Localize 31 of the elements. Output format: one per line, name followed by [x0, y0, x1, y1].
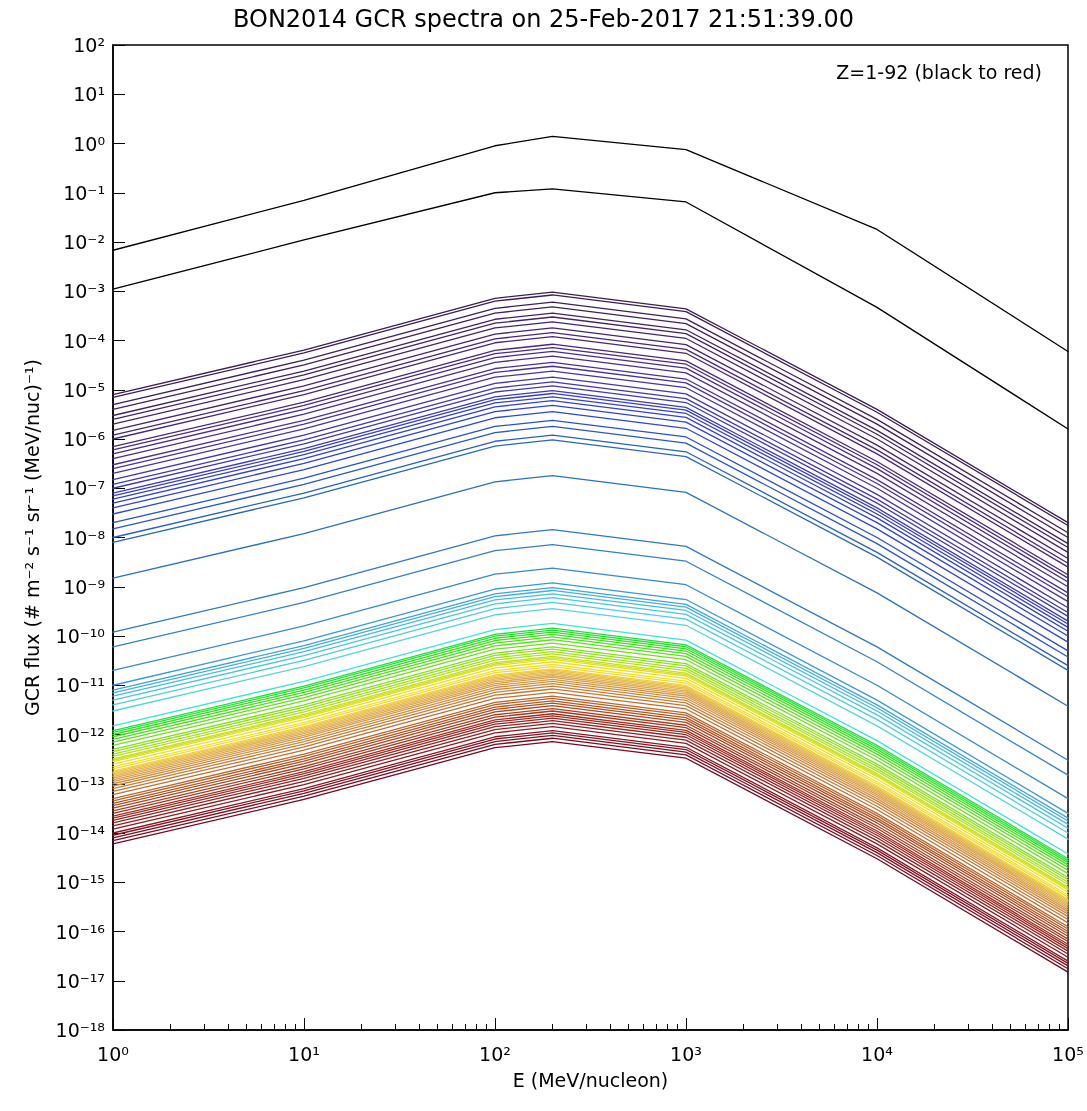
y-tick-label: 10⁻⁹ — [63, 575, 105, 598]
y-tick-label: 10⁻⁷ — [63, 477, 105, 500]
y-tick-label: 10⁻¹² — [55, 723, 105, 746]
y-tick-label: 10⁻¹⁰ — [55, 625, 105, 647]
y-tick-label: 10⁻¹⁴ — [55, 822, 106, 844]
x-tick-label: 10⁴ — [861, 1042, 894, 1065]
y-tick-label: 10⁻¹¹ — [55, 674, 105, 697]
y-tick-label: 10⁻¹⁵ — [55, 871, 105, 894]
y-tick-label: 10⁻¹³ — [55, 772, 105, 795]
y-tick-label: 10⁻¹⁷ — [55, 969, 105, 992]
y-tick-label: 10⁻⁵ — [63, 378, 105, 401]
y-tick-label: 10⁻⁶ — [63, 428, 105, 450]
y-tick-label: 10⁻¹⁶ — [55, 920, 105, 943]
y-tick-label: 10⁻² — [63, 231, 105, 253]
x-tick-label: 10¹ — [288, 1042, 320, 1065]
y-tick-label: 10¹ — [73, 83, 105, 106]
y-tick-label: 10⁻⁸ — [63, 526, 105, 549]
y-tick-label: 10⁻¹⁸ — [55, 1019, 105, 1041]
x-tick-label: 10² — [479, 1042, 511, 1065]
y-tick-label: 10⁻⁴ — [63, 329, 106, 352]
y-tick-label: 10² — [73, 34, 105, 56]
x-tick-label: 10³ — [670, 1042, 702, 1065]
x-tick-label: 10⁵ — [1052, 1042, 1084, 1065]
y-axis-title: GCR flux (# m⁻² s⁻¹ sr⁻¹ (MeV/nuc)⁻¹) — [20, 359, 43, 716]
annotation: Z=1-92 (black to red) — [836, 60, 1043, 83]
x-axis-title: E (MeV/nucleon) — [512, 1068, 669, 1091]
x-tick-label: 10⁰ — [97, 1042, 129, 1065]
y-tick-label: 10⁻³ — [63, 280, 105, 303]
y-tick-label: 10⁰ — [73, 132, 105, 155]
chart-title: BON2014 GCR spectra on 25-Feb-2017 21:51:39.00 — [232, 5, 855, 33]
y-tick-label: 10⁻¹ — [63, 181, 105, 204]
